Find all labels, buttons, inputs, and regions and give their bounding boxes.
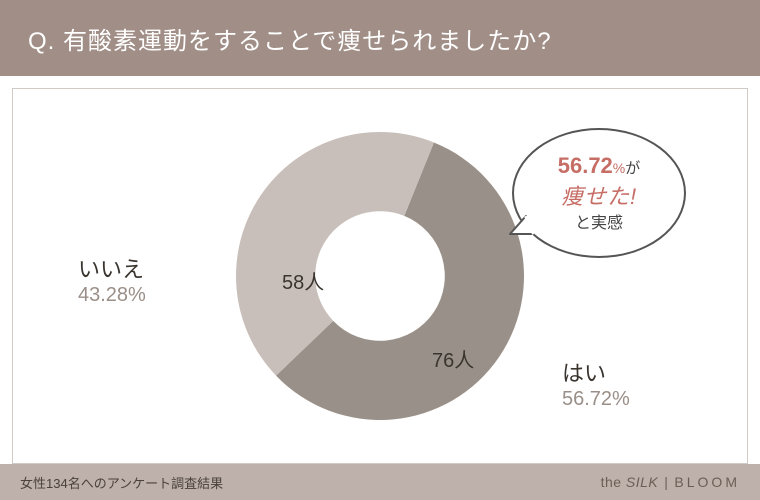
label-yes-percent: 56.72%: [562, 388, 630, 411]
bubble-suffix: が: [625, 160, 640, 177]
brand-silk: SILK: [626, 474, 658, 490]
count-no: 58人: [282, 266, 324, 295]
brand-prefix: the: [601, 474, 622, 490]
bubble-line3: と実感: [575, 213, 623, 235]
bubble-line1: 56.72%が: [558, 151, 641, 182]
question-header: Q. 有酸素運動をすることで痩せられましたか?: [0, 0, 760, 76]
bubble-tail-icon: [508, 214, 542, 248]
callout-bubble: 56.72%が 痩せた! と実感: [512, 128, 686, 258]
label-no: いいえ 43.28%: [78, 252, 146, 307]
chart-area: 58人 76人 いいえ 43.28% はい 56.72% 56.72%が 痩せた…: [0, 76, 760, 464]
bubble-line2: 痩せた!: [561, 182, 637, 213]
bubble-percent: 56.72: [558, 153, 613, 178]
label-no-text: いいえ: [78, 252, 146, 284]
footer-bar: 女性134名へのアンケート調査結果 the SILK | BLOOM: [0, 464, 760, 500]
brand-label: the SILK | BLOOM: [601, 474, 740, 490]
question-text: Q. 有酸素運動をすることで痩せられましたか?: [28, 21, 552, 56]
label-yes-text: はい: [562, 356, 630, 388]
donut-chart: [236, 132, 524, 420]
bubble-percent-unit: %: [613, 160, 625, 176]
survey-note: 女性134名へのアンケート調査結果: [20, 473, 223, 492]
brand-bloom: BLOOM: [674, 474, 740, 490]
count-yes: 76人: [432, 344, 474, 373]
label-yes: はい 56.72%: [562, 356, 630, 411]
label-no-percent: 43.28%: [78, 284, 146, 307]
brand-divider: |: [664, 474, 668, 490]
